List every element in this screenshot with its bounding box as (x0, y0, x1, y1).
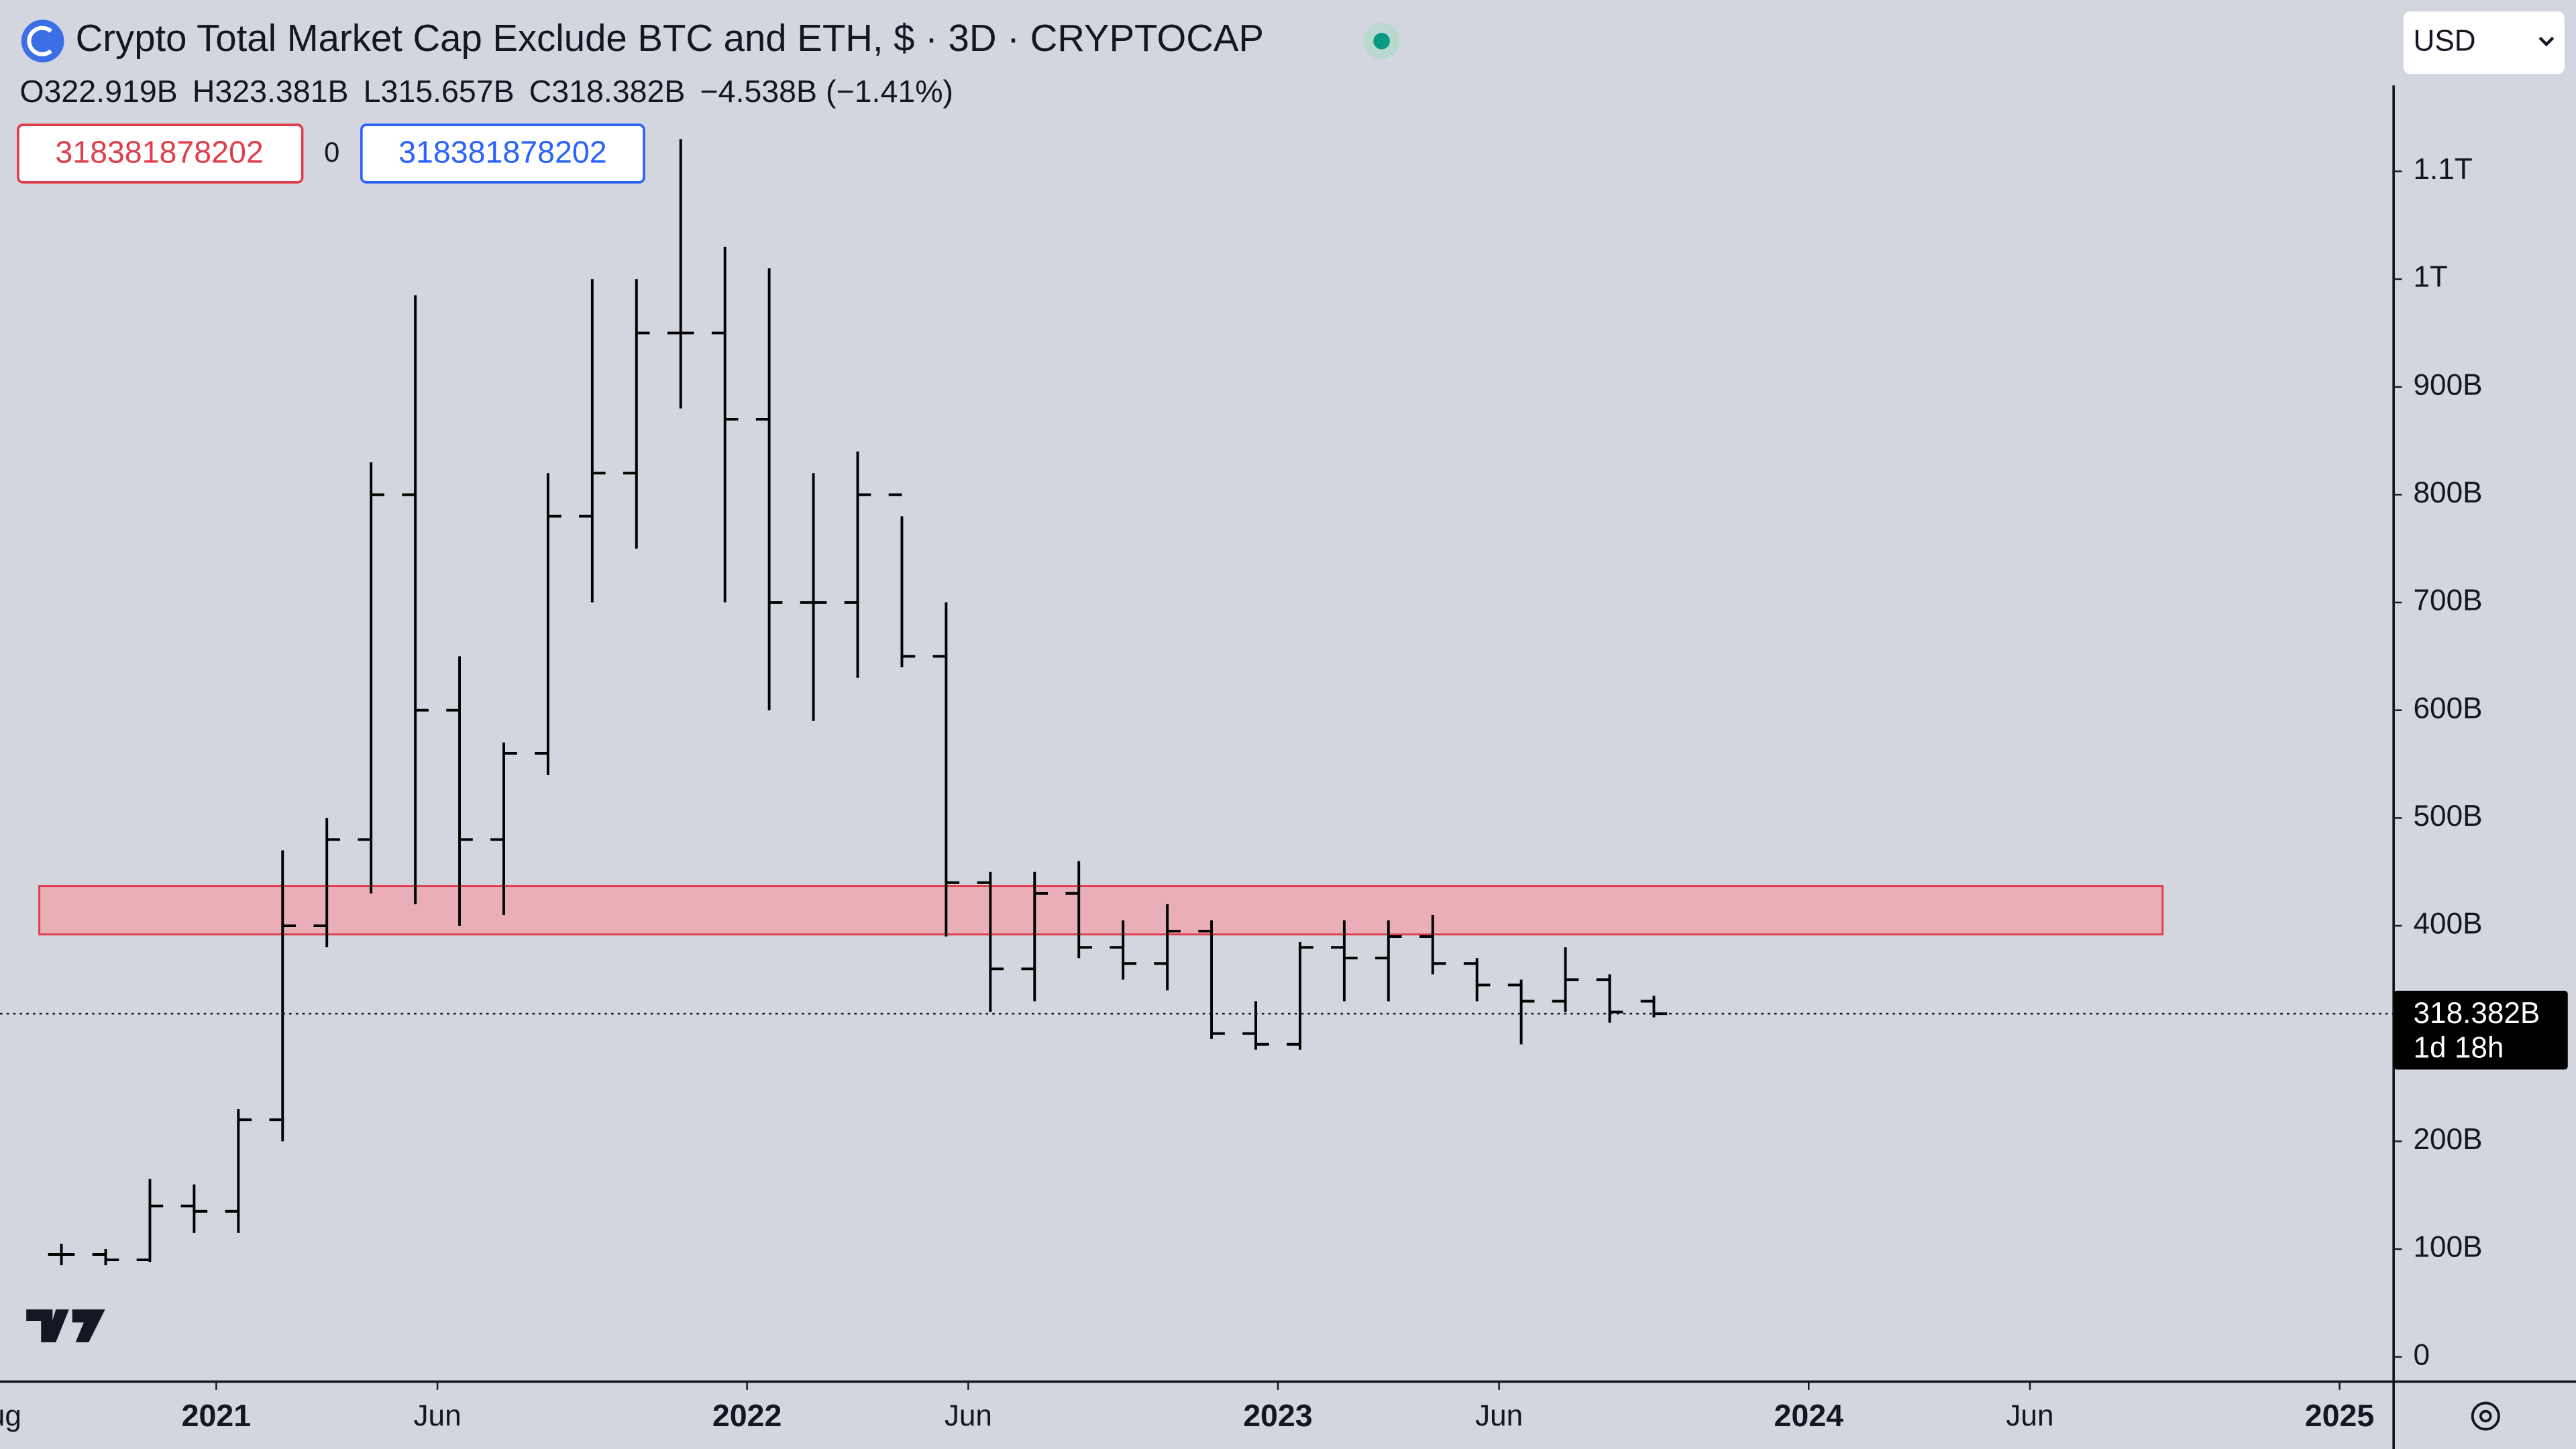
x-tick-label: 2022 (712, 1398, 782, 1433)
y-tick-label: 700B (2414, 584, 2483, 617)
buy-button[interactable] (360, 123, 645, 184)
dropdown-arrow[interactable] (2538, 36, 2555, 47)
x-tick-label: Jun (2006, 1399, 2053, 1432)
legend-value: L315.657B (364, 74, 515, 109)
y-tick-label: 100B (2414, 1231, 2483, 1264)
y-tick-label: 900B (2414, 368, 2483, 401)
x-tick-label: Jun (945, 1399, 992, 1432)
y-tick-label: 200B (2414, 1123, 2483, 1156)
settings-icon-center[interactable] (2479, 1409, 2492, 1423)
status-dot (1373, 32, 1390, 50)
y-tick-label: 800B (2414, 476, 2483, 509)
sell-price[interactable]: 318381878202 (55, 135, 263, 170)
y-tick-label: 600B (2414, 692, 2483, 724)
currency-select[interactable] (2403, 11, 2565, 74)
x-tick-label: 2025 (2305, 1398, 2374, 1433)
y-tick-label: 1.1T (2414, 153, 2473, 186)
x-tick-label: 2021 (182, 1398, 251, 1433)
legend-value: O322.919B (19, 74, 177, 109)
currency-label[interactable]: USD (2414, 24, 2476, 57)
spread: 0 (324, 136, 339, 168)
y-tick-label: 500B (2414, 800, 2483, 833)
countdown: 1d 18h (2414, 1032, 2504, 1065)
x-tick-label: Aug (0, 1399, 21, 1432)
price-zone (38, 885, 2164, 936)
buy-price[interactable]: 318381878202 (398, 135, 606, 170)
x-tick-label: 2024 (1774, 1398, 1843, 1433)
ohlc-legend: O322.919B H323.381B L315.657B C318.382B −4.5… (19, 74, 953, 109)
x-tick-label: 2023 (1243, 1398, 1312, 1433)
legend-value: H323.381B (193, 74, 349, 109)
last-price-box (2394, 990, 2568, 1070)
logo[interactable] (26, 1309, 105, 1342)
sell-button[interactable] (17, 123, 304, 184)
x-tick-label: Jun (1475, 1399, 1523, 1432)
y-tick-label: 0 (2414, 1338, 2430, 1371)
y-tick-label: 1T (2414, 261, 2448, 294)
legend-value: C318.382B (529, 74, 686, 109)
legend-value: −4.538B (−1.41%) (700, 74, 953, 109)
last-price-label: 318.382B (2414, 997, 2540, 1030)
settings-icon[interactable] (2471, 1401, 2500, 1431)
x-tick-label: Jun (414, 1399, 462, 1432)
plot-area: 0 100B 200B 400B 500B 600B 700B 800B 900B 1T 1.1T A… (0, 139, 2568, 1433)
symbol-icon-glyph (27, 25, 52, 56)
chart-title: Crypto Total Market Cap Exclude BTC and … (76, 17, 1264, 59)
y-tick-label: 400B (2414, 908, 2483, 941)
